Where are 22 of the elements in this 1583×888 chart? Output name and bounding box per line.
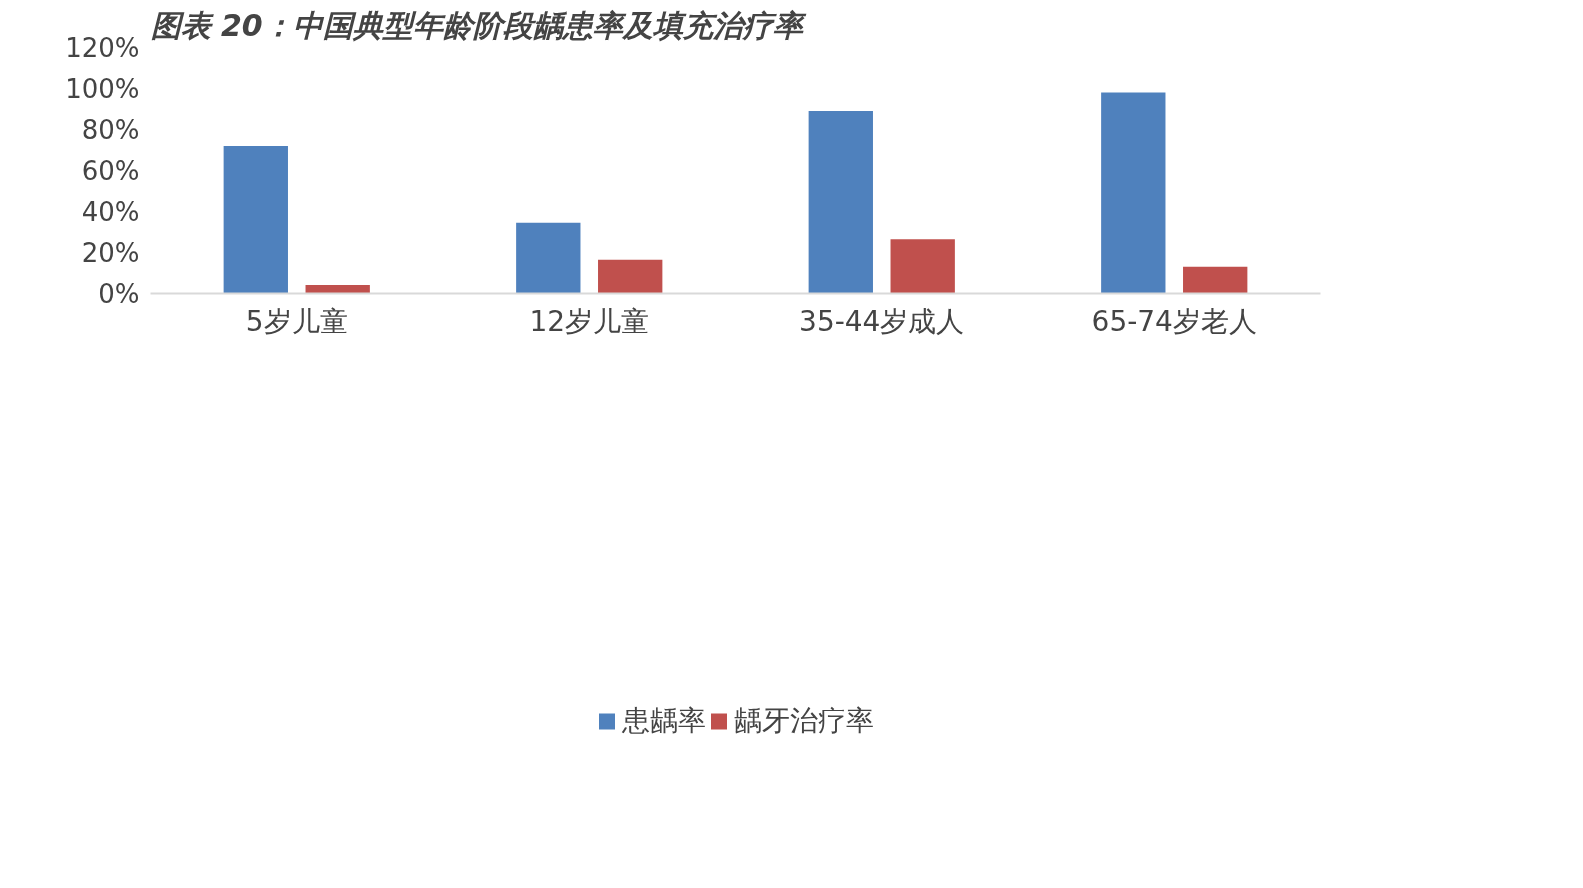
bar xyxy=(305,285,370,294)
bar xyxy=(223,146,288,294)
bar xyxy=(1101,92,1166,294)
bar xyxy=(808,111,873,294)
legend-label: 龋牙治疗率 xyxy=(733,702,874,739)
x-tick-label: 12岁儿童 xyxy=(529,304,650,338)
x-tick-label: 5岁儿童 xyxy=(245,304,348,338)
y-tick-label: 60% xyxy=(81,155,140,186)
x-tick-label: 65-74岁老人 xyxy=(1091,304,1257,338)
bar xyxy=(516,222,581,294)
y-tick-label: 80% xyxy=(81,114,140,145)
legend-label: 患龋率 xyxy=(621,702,706,739)
y-tick-label: 20% xyxy=(81,237,140,268)
bar xyxy=(1183,266,1248,294)
x-tick-label: 35-44岁成人 xyxy=(799,304,965,338)
y-tick-label: 120% xyxy=(65,32,140,63)
chart-title: 图表 20：中国典型年龄阶段龋患率及填充治疗率 xyxy=(150,7,807,43)
y-tick-label: 100% xyxy=(65,73,140,104)
y-tick-label: 0% xyxy=(98,278,140,309)
y-tick-label: 40% xyxy=(81,196,140,227)
bar xyxy=(890,239,955,294)
bar xyxy=(598,259,663,294)
